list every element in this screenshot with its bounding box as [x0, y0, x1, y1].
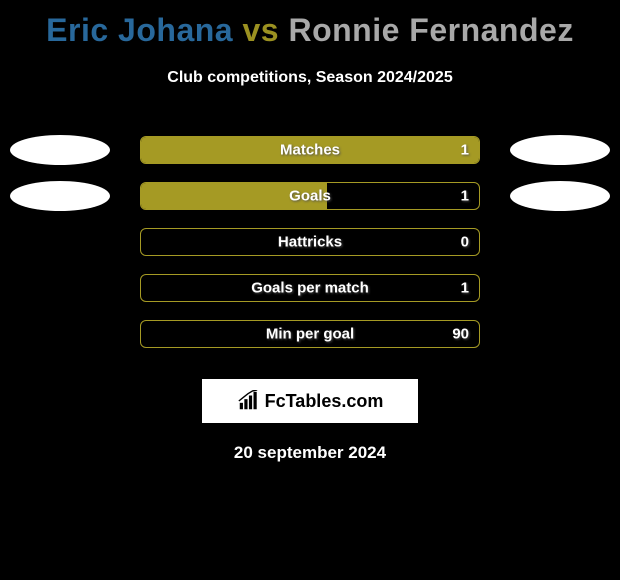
stat-label: Goals per match [251, 280, 369, 297]
stat-bar: Hattricks 0 [140, 228, 480, 256]
stat-bar: Matches 1 [140, 136, 480, 164]
stat-label: Goals [289, 188, 331, 205]
stats-container: Matches 1 Goals 1 Hattricks 0 Goals per match 1… [0, 127, 620, 357]
stat-value: 0 [461, 234, 469, 251]
stat-row: Hattricks 0 [0, 219, 620, 265]
stat-bar: Goals 1 [140, 182, 480, 210]
stat-row: Matches 1 [0, 127, 620, 173]
brand-chart-icon [237, 390, 259, 412]
left-disc [10, 181, 110, 211]
right-disc [510, 181, 610, 211]
stat-value: 90 [452, 326, 469, 343]
stat-row: Min per goal 90 [0, 311, 620, 357]
date-text: 20 september 2024 [0, 443, 620, 463]
player2-name: Ronnie Fernandez [288, 12, 573, 48]
brand-text: FcTables.com [265, 391, 384, 412]
stat-value: 1 [461, 142, 469, 159]
vs-label: vs [242, 12, 279, 48]
stat-label: Hattricks [278, 234, 342, 251]
stat-bar: Min per goal 90 [140, 320, 480, 348]
stat-value: 1 [461, 188, 469, 205]
stat-label: Matches [280, 142, 340, 159]
stat-row: Goals 1 [0, 173, 620, 219]
subtitle-text: Club competitions, Season 2024/2025 [0, 69, 620, 87]
stat-label: Min per goal [266, 326, 354, 343]
comparison-title: Eric Johana vs Ronnie Fernandez [0, 0, 620, 49]
stat-bar: Goals per match 1 [140, 274, 480, 302]
stat-row: Goals per match 1 [0, 265, 620, 311]
stat-value: 1 [461, 280, 469, 297]
right-disc [510, 135, 610, 165]
brand-box: FcTables.com [202, 379, 418, 423]
left-disc [10, 135, 110, 165]
player1-name: Eric Johana [46, 12, 233, 48]
